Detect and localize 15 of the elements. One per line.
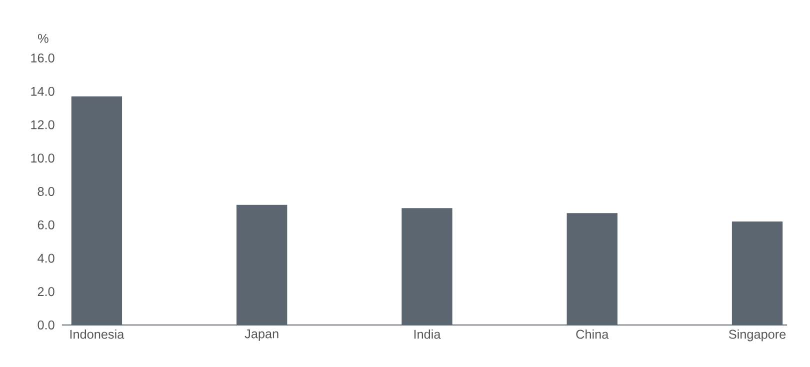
y-tick-label: 4.0 [38, 254, 54, 263]
x-tick-label: Indonesia [70, 329, 124, 339]
y-tick-label: 10.0 [31, 154, 54, 163]
y-tick-label: 14.0 [31, 86, 54, 96]
y-tick-label: 2.0 [38, 287, 54, 296]
y-tick-label: 0.0 [38, 320, 54, 330]
x-tick-label: China [576, 329, 609, 339]
y-tick-label: 8.0 [38, 187, 54, 196]
x-tick-label: Singapore [728, 329, 786, 342]
y-tick-label: 16.0 [31, 54, 54, 62]
y-tick-label: 6.0 [38, 220, 54, 230]
y-tick-label: 12.0 [31, 120, 54, 130]
x-tick-label: India [414, 329, 441, 339]
y-axis-title: % [38, 34, 48, 43]
x-tick-label: Japan [244, 329, 278, 341]
